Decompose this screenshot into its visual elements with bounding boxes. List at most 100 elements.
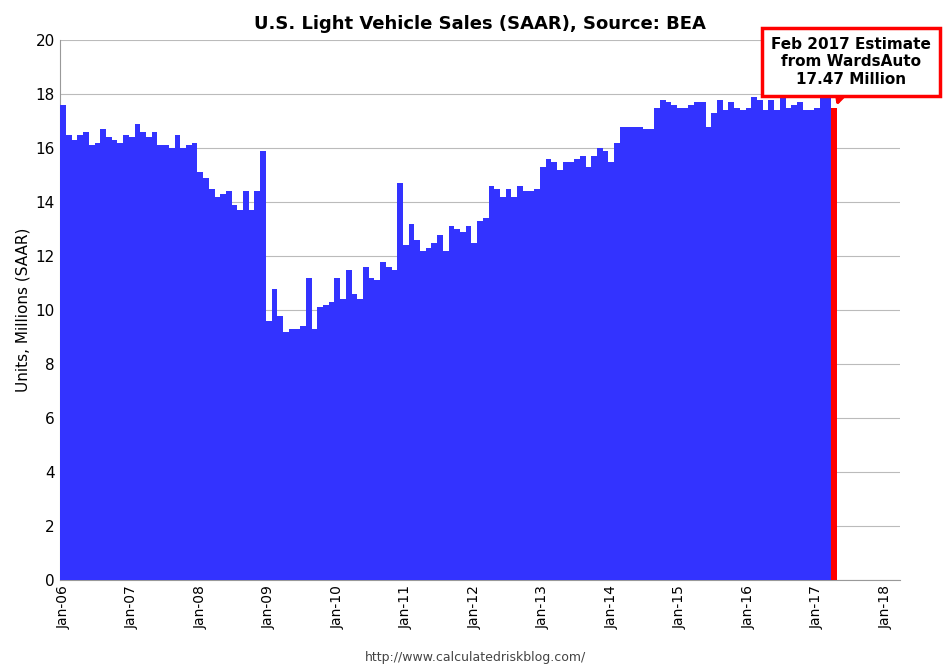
- Bar: [740, 110, 745, 580]
- Bar: [488, 186, 494, 580]
- Bar: [751, 97, 757, 580]
- Bar: [129, 137, 134, 580]
- Bar: [803, 110, 808, 580]
- Bar: [203, 178, 208, 580]
- Bar: [123, 135, 129, 580]
- Bar: [820, 92, 825, 580]
- Bar: [774, 110, 780, 580]
- Bar: [517, 186, 523, 580]
- Bar: [688, 105, 694, 580]
- Bar: [403, 246, 408, 580]
- Bar: [117, 143, 123, 580]
- Bar: [483, 218, 488, 580]
- Bar: [608, 161, 614, 580]
- Bar: [386, 267, 391, 580]
- Bar: [780, 97, 785, 580]
- Bar: [494, 189, 500, 580]
- Bar: [448, 226, 454, 580]
- Bar: [248, 210, 254, 580]
- Bar: [557, 170, 563, 580]
- Bar: [346, 270, 351, 580]
- Bar: [568, 161, 574, 580]
- Bar: [231, 205, 237, 580]
- Bar: [328, 302, 334, 580]
- Bar: [551, 161, 557, 580]
- Bar: [660, 100, 665, 580]
- Bar: [671, 105, 677, 580]
- Bar: [294, 329, 300, 580]
- Bar: [700, 102, 705, 580]
- Title: U.S. Light Vehicle Sales (SAAR), Source: BEA: U.S. Light Vehicle Sales (SAAR), Source:…: [254, 15, 705, 33]
- Bar: [808, 110, 814, 580]
- Bar: [60, 105, 66, 580]
- Bar: [340, 299, 346, 580]
- Bar: [574, 159, 580, 580]
- Bar: [380, 262, 386, 580]
- Bar: [357, 299, 363, 580]
- Bar: [288, 329, 294, 580]
- Bar: [563, 161, 568, 580]
- Bar: [705, 127, 711, 580]
- Bar: [643, 129, 648, 580]
- Bar: [437, 234, 443, 580]
- Bar: [506, 189, 511, 580]
- Bar: [266, 321, 271, 580]
- Bar: [431, 242, 437, 580]
- Bar: [528, 191, 534, 580]
- Bar: [511, 197, 517, 580]
- Bar: [683, 108, 688, 580]
- Bar: [277, 315, 283, 580]
- Bar: [620, 127, 625, 580]
- Bar: [351, 294, 357, 580]
- Bar: [163, 145, 169, 580]
- Bar: [471, 242, 477, 580]
- Bar: [363, 267, 368, 580]
- Bar: [254, 191, 260, 580]
- Bar: [111, 140, 117, 580]
- Bar: [745, 108, 751, 580]
- Bar: [694, 102, 700, 580]
- Bar: [77, 135, 83, 580]
- Bar: [545, 159, 551, 580]
- Bar: [631, 127, 637, 580]
- Bar: [637, 127, 643, 580]
- Bar: [106, 137, 111, 580]
- Bar: [243, 191, 248, 580]
- Bar: [591, 156, 597, 580]
- Bar: [728, 102, 734, 580]
- Bar: [711, 113, 717, 580]
- Bar: [723, 110, 728, 580]
- Bar: [665, 102, 671, 580]
- Bar: [226, 191, 231, 580]
- Y-axis label: Units, Millions (SAAR): Units, Millions (SAAR): [15, 228, 30, 392]
- Bar: [368, 278, 374, 580]
- Text: http://www.calculatedriskblog.com/: http://www.calculatedriskblog.com/: [366, 651, 586, 664]
- Bar: [146, 137, 151, 580]
- Bar: [306, 278, 311, 580]
- Bar: [174, 135, 180, 580]
- Bar: [71, 140, 77, 580]
- Bar: [180, 148, 186, 580]
- Bar: [654, 108, 660, 580]
- Bar: [334, 278, 340, 580]
- Bar: [94, 143, 100, 580]
- Bar: [414, 240, 420, 580]
- Bar: [311, 329, 317, 580]
- Bar: [220, 194, 226, 580]
- Bar: [648, 129, 654, 580]
- Bar: [466, 226, 471, 580]
- Bar: [260, 151, 266, 580]
- Bar: [157, 145, 163, 580]
- Bar: [523, 191, 528, 580]
- Bar: [580, 156, 585, 580]
- Bar: [140, 132, 146, 580]
- Bar: [797, 102, 803, 580]
- Bar: [814, 108, 820, 580]
- Bar: [597, 148, 603, 580]
- Bar: [585, 167, 591, 580]
- Bar: [300, 327, 306, 580]
- Bar: [83, 132, 89, 580]
- Bar: [214, 197, 220, 580]
- Bar: [534, 189, 540, 580]
- Bar: [763, 110, 768, 580]
